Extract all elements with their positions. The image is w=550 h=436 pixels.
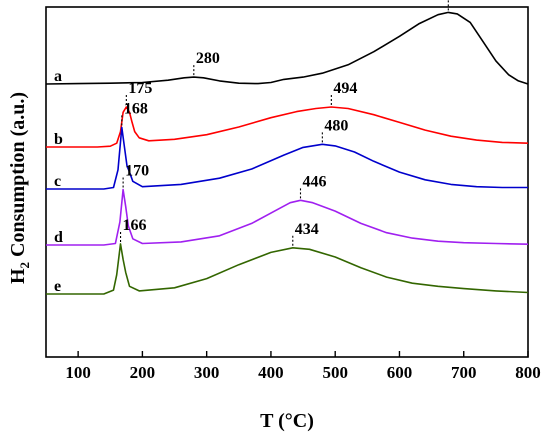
peak-label-d-446: 446 (302, 173, 326, 190)
x-axis-title: T (°C) (260, 410, 314, 432)
series-line-e (46, 243, 529, 295)
x-tick-label: 800 (515, 363, 541, 382)
label-layer: a 280 676 b 175 494 c 168 480 d 170 446 e 166 434 (54, 0, 474, 295)
x-tick-label: 200 (130, 363, 156, 382)
x-axis-ticks: 100 200 300 400 500 600 700 800 (65, 351, 541, 382)
x-tick-label: 100 (65, 363, 91, 382)
peak-label-e-166: 166 (123, 217, 147, 234)
x-tick-label: 700 (451, 363, 477, 382)
peak-label-a-676: 676 (450, 0, 474, 2)
y-axis-title-rest: Consumption (a.u.) (7, 92, 29, 262)
x-tick-label: 600 (387, 363, 413, 382)
x-tick-label: 300 (194, 363, 220, 382)
y-axis-title-main: H (7, 268, 29, 284)
series-line-a (45, 11, 529, 85)
peak-label-d-170: 170 (125, 163, 149, 180)
series-line-d (46, 188, 529, 246)
peak-label-a-280: 280 (196, 50, 220, 67)
peak-label-b-494: 494 (333, 80, 357, 97)
series-label-c: c (54, 173, 61, 190)
series-label-e: e (54, 278, 61, 295)
peak-label-c-168: 168 (124, 100, 148, 117)
peak-label-e-434: 434 (295, 221, 319, 238)
y-axis-title-subscript: 2 (17, 262, 32, 269)
series-label-d: d (54, 229, 63, 246)
x-tick-label: 400 (258, 363, 284, 382)
series-line-b (46, 106, 529, 148)
y-axis-title: H2 Consumption (a.u.) (7, 92, 32, 284)
series-label-b: b (54, 131, 63, 148)
series-line-c (46, 126, 528, 190)
peak-label-b-175: 175 (128, 80, 152, 97)
peak-label-c-480: 480 (324, 117, 348, 134)
series-label-a: a (54, 68, 62, 85)
series-layer (45, 11, 529, 295)
plot-frame (45, 6, 529, 358)
x-tick-label: 500 (322, 363, 348, 382)
